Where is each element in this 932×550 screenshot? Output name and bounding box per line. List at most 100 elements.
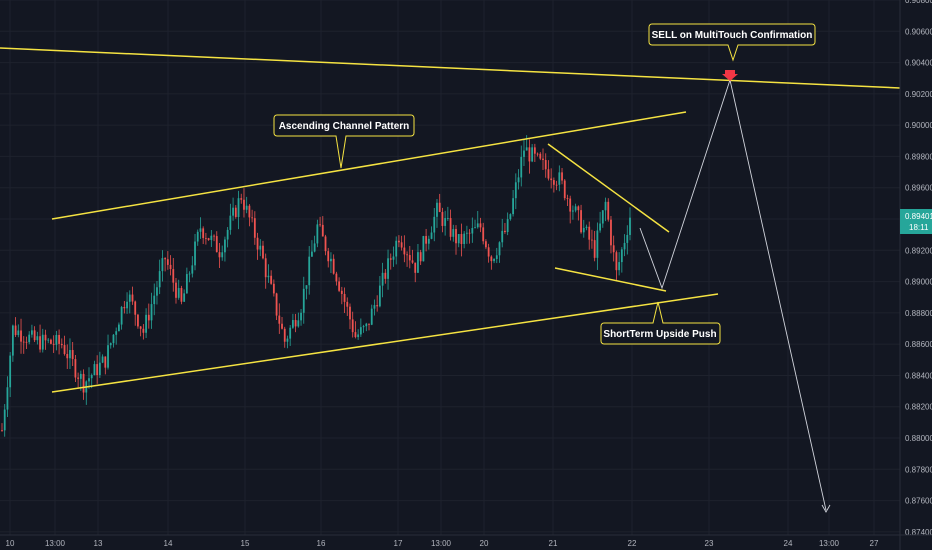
callout-channel-label: Ascending Channel Pattern	[279, 121, 410, 132]
candle	[514, 173, 517, 210]
channel-lower-line[interactable]	[51, 293, 719, 393]
candle-body	[153, 295, 156, 305]
candle-body	[289, 327, 292, 339]
candle-body	[359, 327, 362, 335]
candle	[267, 264, 270, 283]
candle-body	[275, 293, 278, 316]
candle	[243, 188, 245, 218]
candle	[531, 144, 534, 163]
candle	[441, 207, 444, 233]
candle-body	[612, 245, 615, 253]
candle	[411, 249, 414, 264]
candle	[346, 297, 349, 316]
candle	[123, 301, 126, 314]
candle-body	[495, 255, 498, 259]
candle	[126, 292, 128, 314]
callout-channel[interactable]: Ascending Channel Pattern	[273, 114, 415, 169]
candle-body	[406, 254, 408, 256]
candle-body	[25, 341, 28, 343]
candle-body	[349, 306, 351, 320]
candle	[58, 329, 60, 355]
candle-body	[552, 180, 555, 185]
candle-body	[90, 375, 93, 379]
candle	[196, 229, 199, 246]
candle-body	[278, 315, 281, 324]
channel-upper-line[interactable]	[51, 111, 687, 220]
candle	[142, 324, 145, 340]
candle	[316, 219, 319, 248]
candle-body	[346, 301, 349, 307]
candle-body	[408, 255, 411, 261]
candle	[50, 338, 52, 345]
candle	[229, 203, 232, 235]
candle	[210, 229, 213, 247]
candle-body	[33, 330, 36, 341]
time-tick-label: 15	[241, 539, 250, 548]
callout-sell[interactable]: SELL on MultiTouch Confirmation	[648, 23, 816, 62]
candle-body	[449, 218, 452, 237]
candle-body	[128, 294, 131, 302]
candle	[400, 235, 403, 251]
candle	[180, 285, 183, 305]
time-tick-label: 17	[394, 539, 403, 548]
candle	[14, 317, 17, 338]
callout-push[interactable]: ShortTerm Upside Push	[600, 301, 721, 345]
candle-body	[585, 226, 588, 228]
candle-body	[294, 320, 297, 327]
candle-body	[234, 207, 237, 217]
candle-body	[229, 215, 232, 230]
candle	[465, 225, 468, 244]
candle-body	[150, 304, 153, 321]
candle-body	[335, 273, 338, 282]
candle	[384, 269, 387, 284]
candle	[357, 329, 360, 340]
candle-body	[569, 198, 572, 212]
candle-body	[264, 258, 267, 278]
candle	[275, 292, 278, 320]
time-tick-label: 13	[94, 539, 103, 548]
candle	[289, 325, 292, 346]
candle	[370, 304, 373, 326]
price-tick-label: 0.87400	[905, 528, 932, 537]
candle-body	[300, 312, 302, 321]
candle-body	[378, 285, 381, 307]
candle-body	[387, 258, 389, 279]
wedge-upper-line[interactable]	[547, 143, 670, 233]
candle	[93, 360, 96, 376]
candle	[354, 321, 357, 339]
candle	[281, 316, 283, 330]
candle-body	[77, 377, 80, 379]
candle-body	[389, 258, 392, 260]
candle-body	[283, 328, 286, 342]
wedge-lower-line[interactable]	[554, 267, 667, 292]
candle	[251, 209, 254, 223]
candle-body	[455, 229, 457, 244]
candle	[147, 303, 150, 329]
candle-body	[476, 223, 479, 228]
candle-body	[3, 409, 6, 431]
candle	[403, 235, 406, 263]
candle-body	[523, 150, 525, 157]
candle	[550, 168, 553, 189]
candle	[591, 229, 593, 249]
candle-body	[63, 345, 66, 354]
candle-body	[123, 307, 126, 309]
candle	[449, 209, 452, 241]
candle-body	[539, 153, 542, 159]
candle-body	[365, 323, 368, 327]
candle	[297, 312, 300, 328]
candle	[300, 308, 302, 326]
countdown-label: 18:11	[909, 223, 929, 232]
candle	[240, 193, 243, 204]
candle-body	[145, 314, 147, 333]
candlestick-series	[1, 135, 631, 437]
candle-body	[599, 223, 601, 231]
candle	[256, 232, 259, 260]
candle-body	[137, 314, 139, 327]
candle-body	[243, 199, 245, 210]
candle-body	[316, 224, 319, 244]
major-resistance-line[interactable]	[0, 47, 901, 89]
candle-body	[291, 320, 294, 328]
